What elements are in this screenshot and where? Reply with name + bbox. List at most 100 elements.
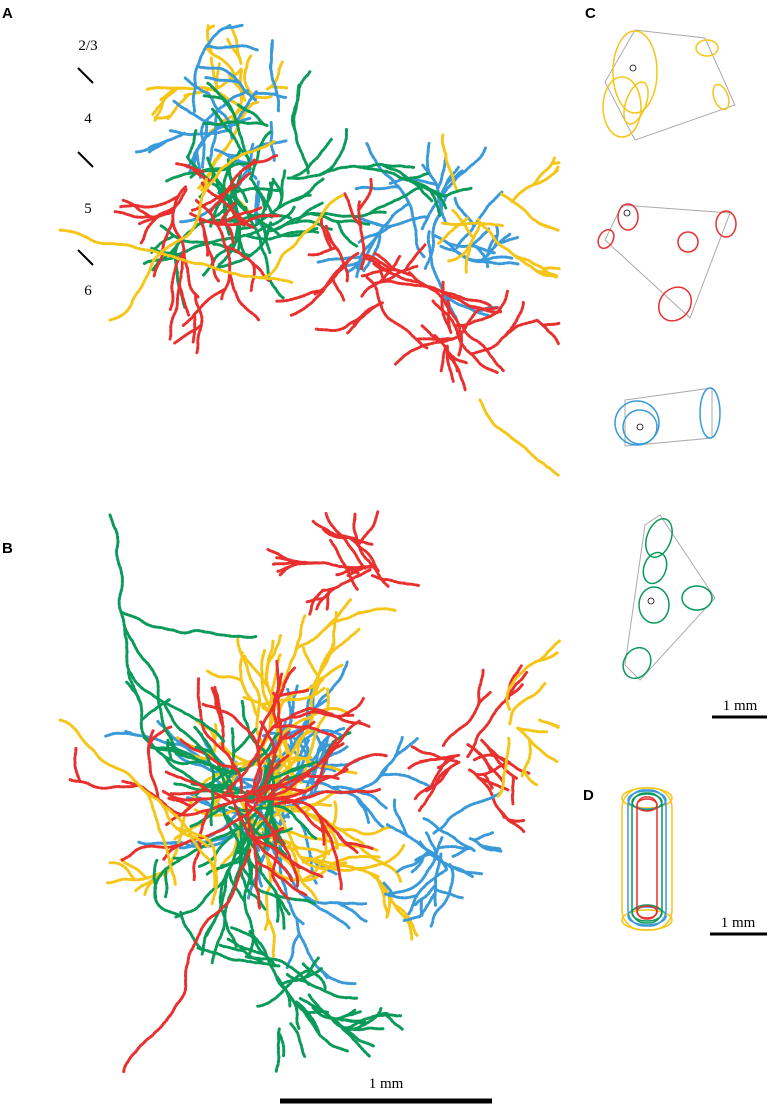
trace: [243, 54, 259, 100]
trace: [183, 76, 210, 95]
trace: [269, 119, 276, 162]
trace: [201, 140, 276, 197]
layer-borders: [77, 67, 94, 266]
trace: [238, 651, 260, 719]
scale-label: 1 mm: [369, 1076, 404, 1092]
trace: [192, 808, 210, 882]
trace: [370, 574, 421, 587]
trace: [436, 156, 448, 191]
trace: [447, 221, 482, 263]
trace: [265, 547, 310, 565]
trace: [308, 588, 325, 616]
trace: [162, 701, 216, 827]
trace: [73, 744, 82, 783]
cylinders: [621, 787, 673, 931]
trace: [470, 227, 491, 248]
trace: [445, 352, 459, 373]
trace: [161, 803, 217, 888]
trace: [249, 130, 272, 181]
trace: [443, 294, 491, 318]
trace: [162, 785, 263, 861]
trace: [196, 215, 216, 264]
trace: [387, 836, 444, 896]
trace: [425, 141, 432, 177]
trace: [251, 826, 285, 840]
trace: [375, 1013, 403, 1018]
trace: [338, 752, 388, 775]
trace: [480, 738, 518, 780]
trace: [313, 301, 384, 332]
trace: [458, 306, 484, 338]
trace: [365, 276, 429, 350]
trace: [441, 221, 504, 228]
trace: [333, 564, 376, 577]
trace: [264, 632, 283, 707]
trace: [146, 727, 160, 801]
trace: [222, 806, 291, 916]
trace: [372, 262, 424, 285]
trace: [269, 85, 289, 90]
trace: [258, 193, 345, 280]
trace: [298, 997, 375, 1048]
trace: [439, 345, 448, 373]
trace: [328, 626, 362, 656]
trace: [420, 324, 439, 341]
trace: [355, 215, 393, 228]
trace: [200, 181, 246, 227]
trace: [294, 738, 310, 771]
trace: [309, 726, 327, 754]
trace: [273, 677, 326, 780]
trace: [352, 515, 390, 588]
trace: [202, 94, 226, 101]
trace: [206, 156, 242, 253]
trace: [204, 44, 259, 52]
trace: [495, 289, 509, 314]
trace: [496, 736, 511, 798]
trace: [324, 512, 367, 570]
trace: [269, 62, 281, 113]
trace: [230, 926, 255, 939]
trace: [168, 306, 179, 341]
trace: [422, 817, 476, 853]
trace: [274, 1027, 281, 1074]
trace: [173, 323, 203, 345]
panel-label: A: [2, 5, 13, 22]
trace: [243, 718, 363, 798]
trace: [373, 279, 493, 308]
trace: [344, 1006, 383, 1032]
trace: [309, 660, 349, 716]
trace: [244, 666, 297, 799]
trace: [355, 607, 399, 615]
trace: [106, 867, 171, 885]
trace: [218, 943, 245, 952]
trace: [468, 768, 506, 819]
trace: [58, 718, 210, 849]
trace: [355, 796, 371, 824]
trace: [478, 398, 561, 478]
trace: [464, 243, 472, 274]
trace: [121, 779, 252, 817]
trace: [285, 972, 360, 1000]
trace: [164, 770, 233, 805]
trace: [311, 1006, 355, 1023]
trace: [200, 103, 254, 192]
trace: [119, 194, 180, 209]
trace: [395, 849, 432, 874]
trace: [296, 846, 331, 856]
trace: [205, 80, 235, 114]
trace: [477, 666, 485, 706]
trace: [177, 283, 191, 317]
trace: [510, 774, 515, 806]
trace: [289, 1022, 307, 1058]
trace: [273, 92, 288, 99]
trace: [535, 318, 560, 346]
trace: [357, 175, 373, 212]
trace: [264, 798, 318, 840]
trace: [375, 877, 390, 919]
trace: [364, 253, 391, 271]
trace: [300, 843, 339, 864]
trace: [227, 166, 246, 210]
trace: [437, 845, 473, 851]
trace: [445, 169, 464, 185]
